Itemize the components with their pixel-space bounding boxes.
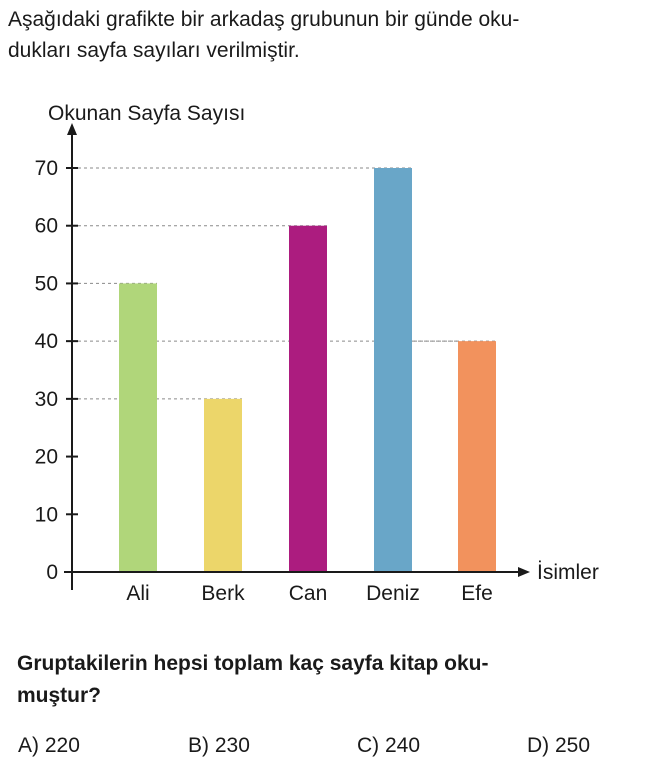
x-tick-label: Berk [201, 582, 245, 605]
bar-berk [204, 398, 242, 572]
y-axis-arrow [67, 123, 77, 135]
question-line-2: muştur? [17, 684, 101, 707]
intro-line-2: dukları sayfa sayıları verilmiştir. [8, 39, 300, 62]
intro-line-1: Aşağıdaki grafikte bir arkadaş grubunun … [8, 8, 520, 31]
y-tick-label: 40 [35, 330, 58, 353]
y-tick-label: 70 [35, 157, 58, 180]
y-tick-label: 0 [46, 561, 58, 584]
option-d[interactable]: D) 250 [527, 734, 591, 757]
intro-text: Aşağıdaki grafikte bir arkadaş grubunun … [8, 4, 640, 66]
option-c[interactable]: C) 240 [357, 734, 421, 757]
y-ticks: 0 10 20 30 40 50 60 70 [35, 157, 78, 584]
x-tick-label: Efe [461, 582, 493, 605]
y-tick-label: 30 [35, 388, 58, 411]
y-tick-label: 50 [35, 272, 58, 295]
bar-efe [458, 341, 496, 572]
x-tick-label: Ali [126, 582, 149, 605]
question-line-1: Gruptakilerin hepsi toplam kaç sayfa kit… [17, 652, 489, 675]
y-axis-title: Okunan Sayfa Sayısı [48, 102, 245, 125]
y-tick-label: 60 [35, 215, 58, 238]
x-axis-arrow [518, 567, 530, 577]
bar-can [289, 225, 327, 572]
answer-options: A) 220 B) 230 C) 240 D) 250 [0, 734, 647, 768]
x-tick-label: Can [289, 582, 328, 605]
x-tick-label: Deniz [366, 582, 420, 605]
bar-deniz [374, 168, 412, 572]
question-text: Gruptakilerin hepsi toplam kaç sayfa kit… [17, 648, 617, 712]
bar-ali [119, 283, 157, 572]
x-tick-labels: Ali Berk Can Deniz Efe [126, 582, 492, 605]
x-axis-title: İsimler [537, 561, 599, 584]
y-tick-label: 20 [35, 446, 58, 469]
y-tick-label: 10 [35, 503, 58, 526]
option-b[interactable]: B) 230 [188, 734, 250, 757]
option-a[interactable]: A) 220 [18, 734, 80, 757]
bars [119, 168, 496, 572]
bar-chart: 0 10 20 30 40 50 60 70 Ali Berk Can Deniz Efe Okuna… [35, 102, 599, 605]
